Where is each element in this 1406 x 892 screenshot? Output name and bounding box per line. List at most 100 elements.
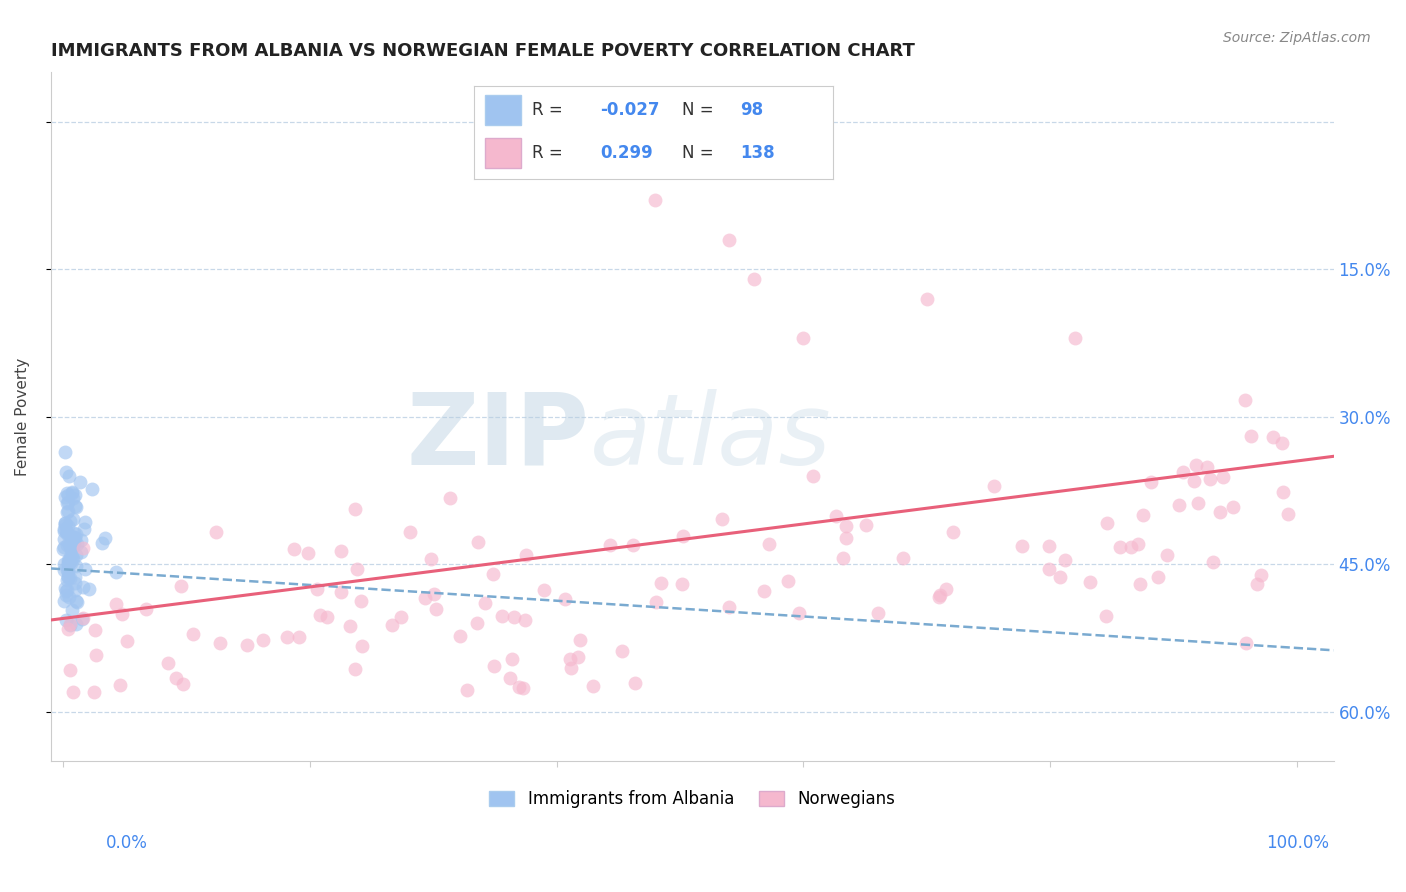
Point — [60, 485, 83, 500]
Point — [56, 570, 79, 584]
Point — [58, 553, 80, 567]
Point — [55, 465, 77, 479]
Point — [63, 531, 86, 545]
Point — [252, 632, 274, 647]
Text: ZIP: ZIP — [406, 389, 589, 486]
Point — [108, 678, 131, 692]
Point — [381, 618, 404, 632]
Point — [787, 606, 810, 620]
Point — [669, 144, 692, 158]
Point — [482, 567, 505, 582]
Point — [65, 558, 87, 573]
Point — [55, 538, 77, 552]
Point — [915, 292, 938, 306]
Point — [56, 563, 79, 577]
Point — [53, 491, 76, 505]
Point — [56, 556, 79, 570]
Point — [55, 524, 77, 538]
Point — [56, 622, 79, 636]
Point — [554, 591, 576, 606]
Point — [65, 548, 87, 562]
Point — [512, 681, 534, 695]
Point — [55, 588, 77, 602]
Point — [110, 607, 132, 621]
Point — [467, 534, 489, 549]
Point — [56, 496, 79, 510]
Point — [65, 526, 87, 541]
Point — [671, 577, 693, 591]
Point — [53, 563, 76, 577]
Point — [599, 538, 621, 552]
Point — [309, 608, 332, 623]
Point — [62, 551, 84, 566]
Point — [105, 597, 128, 611]
Point — [72, 541, 94, 555]
Point — [835, 519, 858, 533]
Point — [645, 595, 668, 609]
Point — [63, 488, 86, 502]
Point — [73, 562, 96, 576]
Point — [1167, 498, 1189, 512]
Point — [60, 536, 83, 550]
Point — [58, 590, 80, 604]
Point — [56, 487, 79, 501]
Point — [59, 550, 82, 565]
Text: 0.0%: 0.0% — [105, 834, 148, 852]
Point — [297, 546, 319, 560]
Point — [70, 533, 93, 547]
Point — [389, 610, 412, 624]
Point — [776, 574, 799, 588]
Point — [56, 518, 79, 533]
Point — [350, 594, 373, 608]
Point — [59, 616, 82, 631]
Point — [1109, 540, 1132, 554]
Point — [1271, 436, 1294, 450]
Point — [55, 505, 77, 519]
Point — [55, 613, 77, 627]
Point — [1212, 470, 1234, 484]
Point — [205, 524, 228, 539]
Point — [831, 550, 853, 565]
Point — [350, 639, 373, 653]
Point — [1173, 465, 1195, 479]
Point — [60, 536, 83, 550]
Point — [59, 571, 82, 585]
Point — [65, 500, 87, 514]
Point — [156, 657, 179, 671]
Point — [718, 233, 741, 247]
Point — [560, 661, 582, 675]
Point — [208, 636, 231, 650]
Point — [62, 536, 84, 550]
Point — [94, 531, 117, 545]
Point — [942, 525, 965, 540]
Point — [1119, 540, 1142, 554]
Point — [1049, 569, 1071, 583]
Point — [752, 583, 775, 598]
Point — [59, 555, 82, 569]
Point — [59, 514, 82, 528]
Point — [316, 610, 339, 624]
Point — [935, 582, 957, 596]
Point — [65, 593, 87, 607]
Point — [287, 630, 309, 644]
Point — [56, 558, 79, 572]
Point — [650, 576, 672, 591]
Point — [105, 566, 128, 580]
Point — [62, 512, 84, 526]
Point — [1202, 555, 1225, 569]
Point — [53, 524, 76, 538]
Point — [1156, 549, 1178, 563]
Point — [52, 541, 75, 556]
Point — [56, 524, 79, 539]
Point — [59, 541, 82, 556]
Point — [1187, 496, 1209, 510]
Point — [824, 509, 846, 524]
Point — [929, 589, 952, 603]
Point — [53, 516, 76, 530]
Point — [75, 515, 97, 529]
Point — [59, 618, 82, 632]
Point — [1129, 577, 1152, 591]
Point — [56, 574, 79, 588]
Point — [1197, 460, 1219, 475]
Point — [276, 630, 298, 644]
